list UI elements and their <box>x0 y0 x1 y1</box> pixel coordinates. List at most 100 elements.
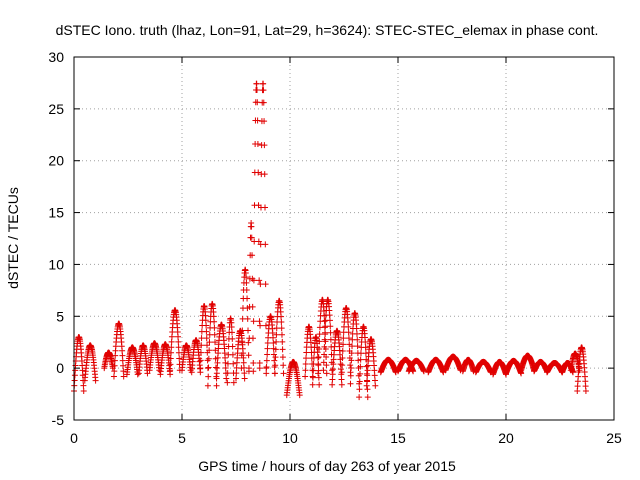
data-point <box>314 349 321 356</box>
data-point <box>309 374 316 381</box>
data-point <box>245 327 252 334</box>
data-point <box>249 252 256 259</box>
data-point <box>203 335 210 342</box>
data-point <box>110 373 117 380</box>
data-point <box>204 365 211 372</box>
data-point <box>256 277 263 284</box>
data-point <box>203 328 210 335</box>
data-point <box>229 335 236 342</box>
data-point <box>222 359 229 366</box>
data-point <box>309 381 316 388</box>
data-point <box>302 373 309 380</box>
data-point <box>120 362 127 369</box>
data-point <box>228 323 235 330</box>
data-point <box>250 277 257 284</box>
data-point <box>197 349 204 356</box>
data-point <box>261 118 268 125</box>
data-point <box>263 357 270 364</box>
x-tick-label: 10 <box>282 430 298 446</box>
data-point <box>249 335 256 342</box>
data-point <box>364 386 371 393</box>
data-point <box>229 351 236 358</box>
data-point <box>213 375 220 382</box>
tick-labels: 0 5 10 15 20 25 -5 0 5 10 15 20 25 30 <box>48 49 622 446</box>
data-point <box>371 367 378 374</box>
data-point <box>316 381 323 388</box>
data-point <box>272 362 279 369</box>
plot-frame <box>73 56 615 421</box>
data-point <box>279 338 286 345</box>
data-point <box>120 373 127 380</box>
data-point <box>338 381 345 388</box>
data-point <box>257 281 264 288</box>
data-point <box>168 338 175 345</box>
data-point <box>239 327 246 334</box>
data-point <box>357 356 364 363</box>
data-point <box>363 363 370 370</box>
data-point <box>80 382 87 389</box>
data-point <box>353 325 360 332</box>
data-point <box>315 374 322 381</box>
data-point <box>92 377 99 384</box>
data-point <box>280 370 287 377</box>
data-point <box>243 286 250 293</box>
data-point <box>348 365 355 372</box>
data-point <box>212 339 219 346</box>
data-point <box>273 338 280 345</box>
data-point <box>339 354 346 361</box>
y-tick-label: 10 <box>48 256 64 272</box>
x-tick-label: 0 <box>70 430 78 446</box>
data-point <box>119 357 126 364</box>
data-point <box>357 363 364 370</box>
data-point <box>250 359 257 366</box>
data-point <box>316 331 323 338</box>
data-point <box>353 330 360 337</box>
data-point <box>205 373 212 380</box>
data-point <box>262 204 269 211</box>
data-point <box>223 375 230 382</box>
data-point <box>233 370 240 377</box>
data-point <box>329 367 336 374</box>
data-point <box>120 368 127 375</box>
data-point <box>230 379 237 386</box>
y-tick-label: 20 <box>48 153 64 169</box>
data-point <box>329 371 336 378</box>
data-point <box>222 364 229 371</box>
data-point <box>262 281 269 288</box>
data-point <box>211 318 218 325</box>
data-point <box>338 369 345 376</box>
data-point <box>271 357 278 364</box>
data-point <box>320 359 327 366</box>
data-point <box>339 348 346 355</box>
data-point <box>111 362 118 369</box>
data-point <box>255 169 262 176</box>
data-point <box>111 368 118 375</box>
data-point <box>321 351 328 358</box>
data-point <box>302 361 309 368</box>
data-point <box>347 380 354 387</box>
data-point <box>345 323 352 330</box>
data-point <box>206 347 213 354</box>
data-point <box>347 362 354 369</box>
chart-title: dSTEC Iono. truth (lhaz, Lon=91, Lat=29,… <box>56 22 599 38</box>
x-tick-label: 25 <box>606 430 622 446</box>
data-point <box>253 80 260 87</box>
data-point <box>273 331 280 338</box>
data-point <box>345 335 352 342</box>
data-point <box>206 339 213 346</box>
data-point <box>238 352 245 359</box>
data-point <box>204 382 211 389</box>
data-point <box>198 342 205 349</box>
data-point <box>272 346 279 353</box>
data-point <box>315 370 322 377</box>
x-tick-label: 20 <box>498 430 514 446</box>
data-point <box>348 350 355 357</box>
data-point <box>198 335 205 342</box>
data-point <box>243 279 250 286</box>
data-point <box>263 370 270 377</box>
data-point <box>340 341 347 348</box>
data-point <box>340 335 347 342</box>
data-point <box>213 370 220 377</box>
y-axis-label: dSTEC / TECUs <box>5 187 21 289</box>
data-point <box>245 352 252 359</box>
